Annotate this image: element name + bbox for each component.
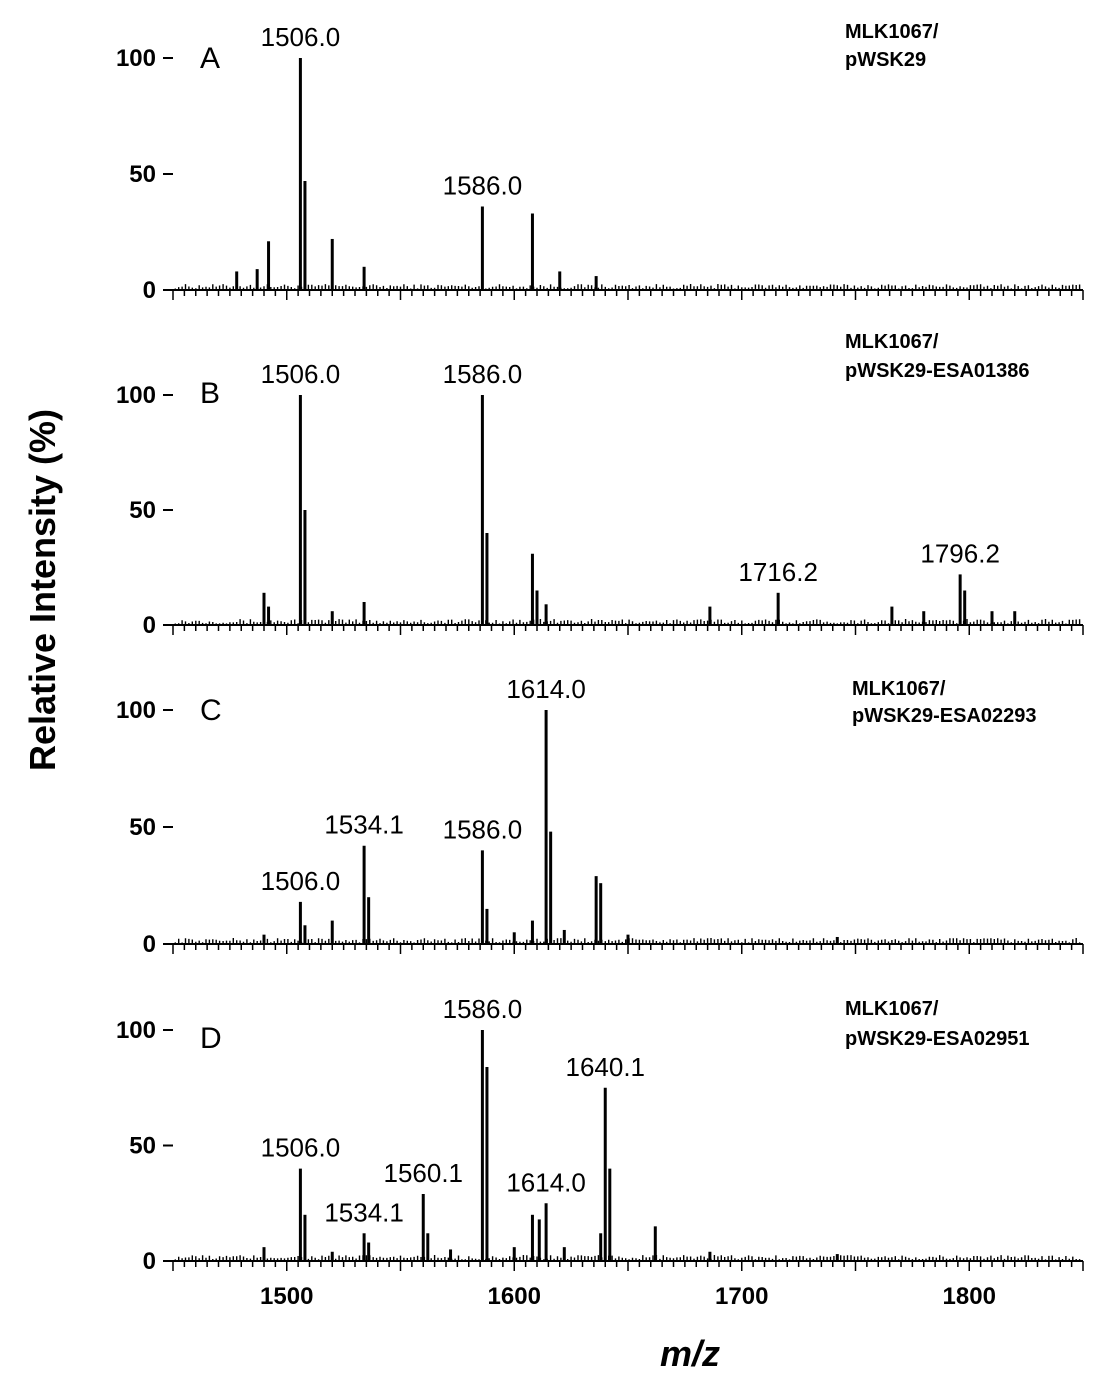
y-tick-label: 50	[129, 497, 156, 524]
x-tick-label: 1600	[488, 1283, 541, 1310]
noise-floor	[174, 1255, 1081, 1261]
panel-letter: C	[200, 694, 222, 727]
peak-label: 1640.1	[565, 1052, 645, 1082]
peak-label: 1614.0	[506, 1167, 586, 1197]
noise-floor	[174, 938, 1081, 944]
peak-label: 1506.0	[261, 1133, 341, 1163]
peak-label: 1586.0	[443, 359, 523, 389]
strain-label: MLK1067/	[845, 21, 939, 43]
strain-label: pWSK29-ESA02293	[852, 705, 1037, 727]
y-tick-label: 100	[116, 382, 156, 409]
y-tick-label: 50	[129, 161, 156, 188]
x-tick-label: 1700	[715, 1283, 768, 1310]
peak-label: 1560.1	[383, 1158, 463, 1188]
y-tick-label: 50	[129, 814, 156, 841]
peak-label: 1586.0	[443, 170, 523, 200]
panel-letter: A	[200, 42, 220, 75]
peak-label: 1586.0	[443, 814, 523, 844]
strain-label: pWSK29-ESA01386	[845, 360, 1030, 382]
y-tick-label: 0	[143, 931, 156, 958]
y-tick-label: 0	[143, 612, 156, 639]
strain-label: MLK1067/	[845, 331, 939, 353]
peak-label: 1716.2	[738, 557, 818, 587]
y-tick-label: 0	[143, 277, 156, 304]
peak-label: 1506.0	[261, 22, 341, 52]
panel-letter: B	[200, 377, 220, 410]
noise-floor	[174, 284, 1081, 290]
y-tick-label: 100	[116, 697, 156, 724]
strain-label: MLK1067/	[845, 998, 939, 1020]
y-tick-label: 100	[116, 45, 156, 72]
y-tick-label: 0	[143, 1248, 156, 1275]
peak-label: 1586.0	[443, 994, 523, 1024]
peak-label: 1506.0	[261, 359, 341, 389]
y-tick-label: 50	[129, 1133, 156, 1160]
y-tick-label: 100	[116, 1017, 156, 1044]
panel-letter: D	[200, 1022, 222, 1055]
x-tick-label: 1500	[260, 1283, 313, 1310]
peak-label: 1534.1	[324, 810, 404, 840]
peak-label: 1796.2	[920, 538, 1000, 568]
y-axis-title: Relative Intensity (%)	[22, 409, 63, 771]
x-axis-title: m/z	[660, 1333, 720, 1374]
strain-label: MLK1067/	[852, 678, 946, 700]
strain-label: pWSK29-ESA02951	[845, 1028, 1030, 1050]
peak-label: 1614.0	[506, 674, 586, 704]
x-tick-label: 1800	[943, 1283, 996, 1310]
peak-label: 1534.1	[324, 1197, 404, 1227]
peak-label: 1506.0	[261, 866, 341, 896]
strain-label: pWSK29	[845, 49, 926, 71]
